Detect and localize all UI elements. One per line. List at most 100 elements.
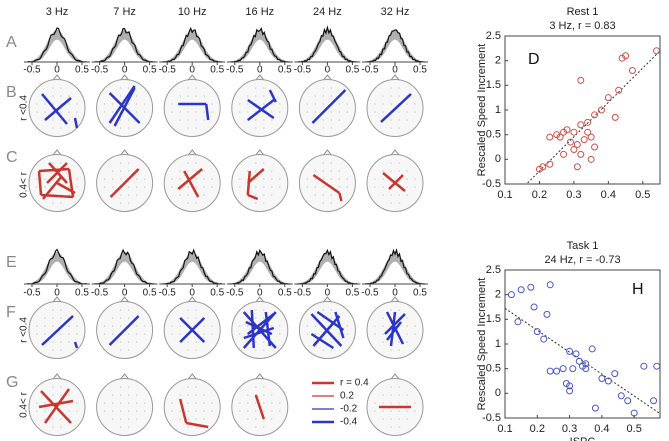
electrode — [68, 119, 70, 121]
connection — [183, 170, 200, 198]
point — [577, 76, 585, 84]
point — [582, 365, 590, 373]
distribution-band — [297, 252, 358, 284]
electrode — [103, 325, 106, 327]
point — [615, 86, 623, 94]
electrode — [382, 178, 384, 180]
electrode — [239, 186, 241, 188]
electrode — [60, 418, 62, 420]
electrode — [330, 127, 333, 129]
electrode — [143, 333, 146, 335]
electrode — [127, 119, 130, 121]
electrode — [143, 410, 146, 412]
electrode — [406, 178, 408, 180]
electrode — [390, 426, 392, 428]
electrode — [306, 178, 309, 180]
electrode — [119, 402, 122, 404]
x-tick-label: 0.4 — [601, 189, 616, 201]
electrode — [390, 394, 392, 396]
electrode — [187, 170, 189, 172]
distribution-line — [94, 27, 155, 63]
electrode — [143, 103, 146, 105]
electrode — [187, 386, 189, 388]
electrode — [330, 95, 333, 97]
electrode — [111, 186, 114, 188]
electrode — [247, 394, 249, 396]
point — [570, 128, 578, 136]
electrode — [68, 103, 70, 105]
tick-label: -0.5 — [226, 288, 244, 299]
electrode — [271, 394, 273, 396]
electrode — [382, 194, 384, 196]
electrode — [52, 119, 54, 121]
electrode — [171, 103, 173, 105]
electrode — [255, 127, 257, 129]
distribution-band — [229, 30, 290, 62]
electrode — [338, 111, 341, 113]
electrode — [346, 333, 349, 335]
connection — [108, 315, 140, 346]
electrode — [338, 170, 341, 172]
point — [507, 291, 515, 299]
connection — [41, 315, 74, 346]
electrode — [263, 103, 265, 105]
electrode — [398, 402, 400, 404]
y-tick-label: 2.5 — [486, 30, 501, 42]
electrode — [330, 170, 333, 172]
electrode — [187, 402, 189, 404]
electrode — [406, 333, 408, 335]
tick-label: 0.5 — [75, 65, 89, 76]
electrode — [263, 178, 265, 180]
electrode — [195, 178, 197, 180]
electrode — [374, 410, 376, 412]
y-tick-label: 0 — [495, 153, 501, 165]
tick-label: 0 — [54, 65, 60, 76]
head — [231, 154, 289, 212]
electrode — [203, 194, 205, 196]
electrode — [44, 410, 46, 412]
electrode — [322, 103, 325, 105]
electrode — [52, 87, 54, 89]
distribution-line — [364, 248, 426, 285]
electrode — [60, 103, 62, 105]
electrode — [203, 178, 205, 180]
panel-letter: E — [6, 254, 17, 271]
distribution-band — [94, 252, 155, 284]
electrode — [330, 341, 333, 343]
distribution-line — [297, 248, 358, 285]
connection — [38, 399, 74, 409]
electrode — [390, 170, 392, 172]
connection — [254, 394, 265, 420]
electrode — [390, 309, 392, 311]
electrode — [195, 202, 197, 204]
panel-letter: F — [6, 304, 16, 321]
tick-label: 0 — [189, 65, 195, 76]
electrode — [398, 119, 400, 121]
electrode — [374, 402, 376, 404]
electrode — [60, 119, 62, 121]
electrode — [171, 402, 173, 404]
electrode — [239, 333, 241, 335]
electrode — [127, 426, 130, 428]
tick-label: 0 — [325, 65, 331, 76]
electrode — [406, 410, 408, 412]
electrode — [330, 202, 333, 204]
electrode — [52, 418, 54, 420]
y-tick-label: 2.5 — [486, 264, 501, 276]
electrode — [135, 103, 138, 105]
electrode — [322, 186, 325, 188]
electrode — [255, 402, 257, 404]
electrode — [346, 103, 349, 105]
y-tick-label: 0.5 — [486, 129, 501, 141]
electrode — [119, 386, 122, 388]
tick-label: 0 — [189, 288, 195, 299]
electrode — [76, 178, 78, 180]
point — [553, 367, 561, 375]
electrode — [135, 333, 138, 335]
chart-title: Task 1 — [567, 240, 599, 252]
electrode — [263, 119, 265, 121]
electrode — [306, 325, 309, 327]
tick-label: 0 — [257, 288, 263, 299]
electrode — [330, 178, 333, 180]
legend-label: 0.2 — [340, 391, 354, 402]
